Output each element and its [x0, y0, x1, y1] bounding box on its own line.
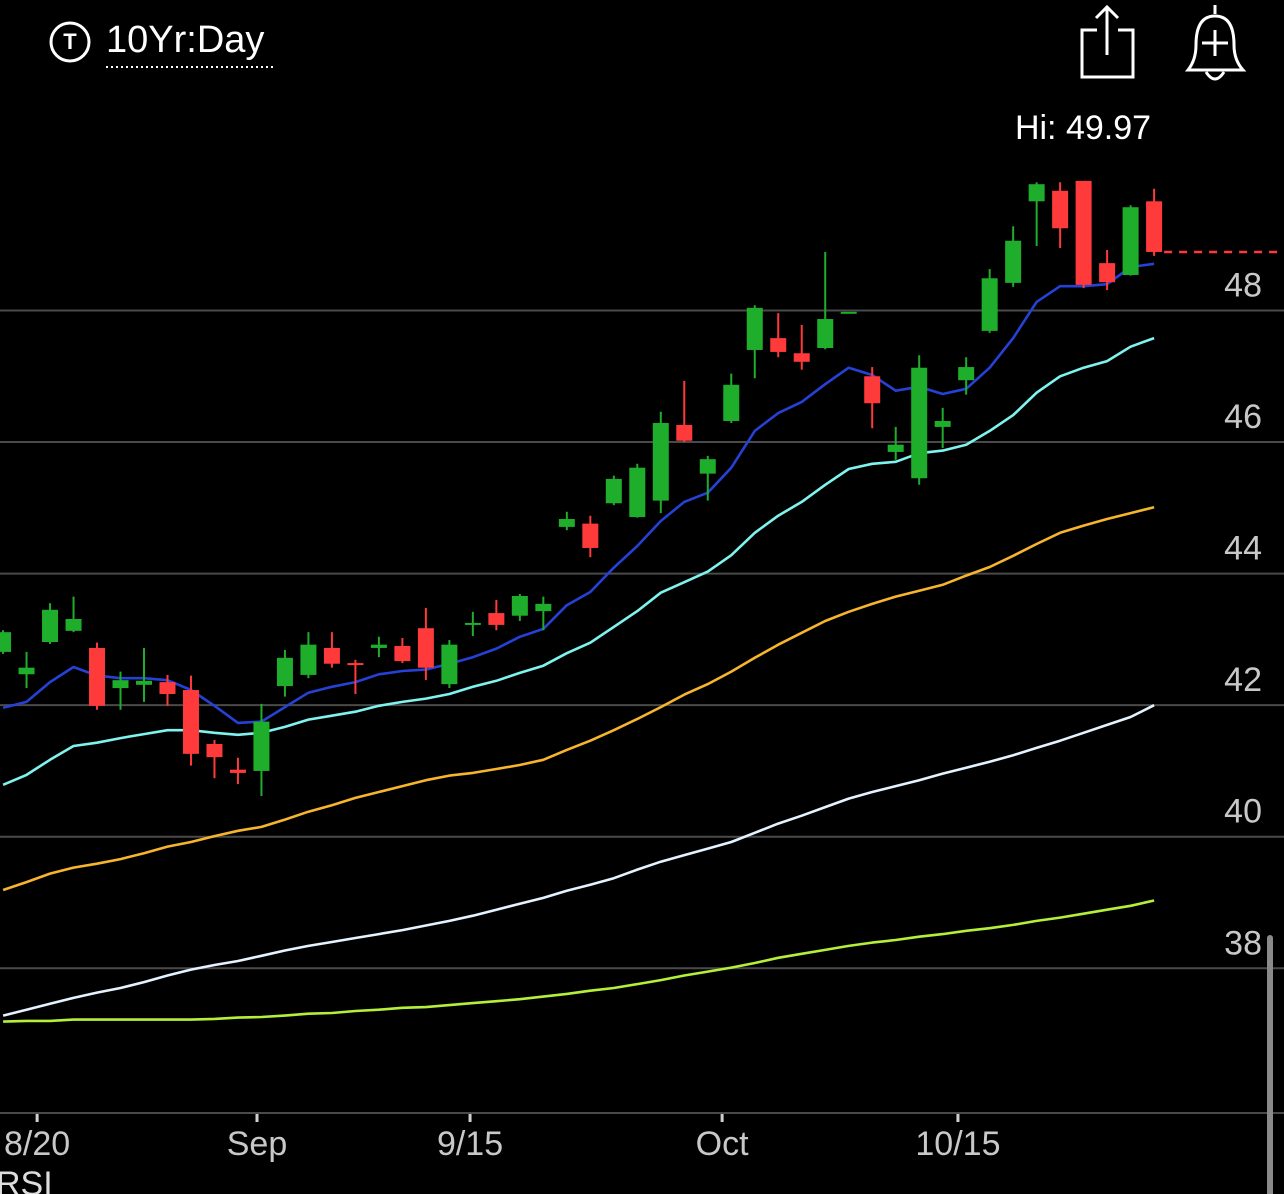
moving-average-line — [3, 899, 1155, 1023]
symbol-selector[interactable]: T 10Yr:Day — [49, 19, 274, 68]
candle-body — [793, 353, 810, 362]
candle-body — [229, 769, 246, 773]
x-tick-label: 8/20 — [4, 1125, 70, 1163]
candle-body — [206, 743, 223, 758]
candle-body — [535, 603, 552, 612]
candle-body — [652, 422, 669, 501]
candle-body — [347, 663, 364, 666]
lower-panel-label: RSI — [0, 1165, 53, 1194]
y-tick-label: 42 — [1224, 661, 1262, 699]
candle-body — [112, 680, 129, 689]
candle-body — [864, 376, 881, 404]
candle-body — [770, 338, 787, 352]
candle-body — [1099, 263, 1116, 283]
scrollbar[interactable] — [1267, 935, 1273, 1194]
candle-body — [1075, 180, 1092, 285]
alert-button[interactable] — [1184, 5, 1247, 81]
candle-body — [488, 613, 505, 625]
high-annotation: Hi: 49.97 — [1015, 109, 1151, 147]
candle-body — [464, 622, 481, 625]
y-tick-label: 40 — [1224, 793, 1262, 831]
symbol-icon-letter: T — [63, 29, 77, 54]
candle-body — [817, 319, 834, 348]
candle-body — [934, 421, 951, 427]
candle-body — [441, 644, 458, 685]
share-box — [1080, 28, 1135, 79]
candle-body — [0, 632, 12, 652]
bell-plus — [1202, 30, 1228, 56]
candle-body — [723, 384, 740, 422]
candle-body — [323, 647, 340, 664]
candle-body — [981, 278, 998, 331]
moving-average-line — [2, 505, 1155, 892]
candle-body — [582, 523, 599, 548]
y-tick-label: 46 — [1224, 398, 1262, 436]
candle-body — [1028, 184, 1045, 202]
candle-body — [394, 645, 411, 662]
candle-body — [300, 644, 317, 675]
candle-body — [911, 367, 928, 479]
candle-body — [18, 667, 35, 675]
x-tick-label: 10/15 — [915, 1125, 1000, 1163]
candle-body — [887, 444, 904, 452]
candle-body — [558, 519, 575, 527]
bell — [1184, 5, 1247, 72]
candle-body — [89, 647, 106, 706]
candle-body — [417, 628, 434, 668]
timeframe-title[interactable]: 10Yr:Day — [106, 19, 264, 61]
candle-body — [840, 311, 857, 314]
candle-body — [629, 467, 646, 518]
high-value: 49.97 — [1066, 109, 1151, 147]
candle-body — [746, 307, 763, 350]
candle-body — [958, 367, 975, 381]
candle-body — [1122, 207, 1139, 275]
plot-layer: 38 40 42 44 46 48 8/20 Sep 9/15 Oct 10/15 — [0, 180, 1284, 1163]
x-tick-label: 9/15 — [437, 1125, 503, 1163]
candle-body — [699, 459, 716, 474]
candle-body — [511, 595, 528, 616]
candle-body — [182, 690, 199, 754]
candle-body — [1146, 201, 1163, 252]
candle-body — [605, 478, 622, 504]
candle-body — [276, 657, 293, 687]
x-tick-label: Oct — [696, 1125, 749, 1163]
candle-body — [1005, 240, 1022, 283]
bell-clapper — [1204, 71, 1226, 81]
candle-body — [676, 424, 693, 441]
candle-body — [253, 721, 270, 771]
x-tick-label: Sep — [227, 1125, 288, 1163]
candle-body — [1052, 190, 1069, 229]
y-tick-label: 48 — [1224, 266, 1262, 304]
share-button[interactable] — [1080, 4, 1135, 79]
high-label: Hi: — [1015, 109, 1057, 147]
candle-body — [159, 682, 176, 694]
candle-body — [370, 644, 387, 648]
moving-average-line — [2, 704, 1155, 1017]
y-tick-label: 44 — [1224, 530, 1262, 568]
candle-body — [42, 609, 59, 643]
symbol-icon — [49, 21, 91, 63]
candle-body — [65, 618, 82, 631]
y-tick-label: 38 — [1224, 924, 1262, 962]
candle-body — [135, 680, 152, 685]
share-arrow — [1094, 4, 1120, 55]
